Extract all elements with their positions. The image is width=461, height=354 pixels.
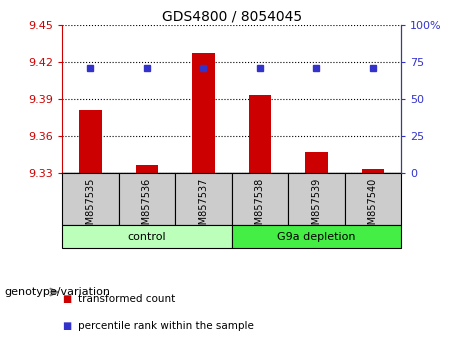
Bar (118, 173, 175, 225)
Bar (361, 169, 384, 173)
Bar (79, 110, 102, 173)
Bar (305, 152, 328, 173)
Bar (136, 165, 158, 173)
Bar (62, 225, 231, 248)
Text: percentile rank within the sample: percentile rank within the sample (78, 321, 254, 331)
Bar (175, 173, 231, 225)
Text: G9a depletion: G9a depletion (277, 232, 355, 242)
Text: GSM857537: GSM857537 (198, 178, 208, 237)
Text: GSM857536: GSM857536 (142, 178, 152, 237)
Bar (231, 225, 401, 248)
Bar (192, 53, 215, 173)
Text: GSM857539: GSM857539 (311, 178, 321, 237)
Bar (288, 173, 344, 225)
Title: GDS4800 / 8054045: GDS4800 / 8054045 (162, 10, 301, 24)
Bar (344, 173, 401, 225)
Bar (231, 173, 288, 225)
Text: transformed count: transformed count (78, 294, 176, 304)
Text: genotype/variation: genotype/variation (5, 287, 111, 297)
Bar (248, 95, 271, 173)
Text: GSM857540: GSM857540 (368, 178, 378, 237)
Text: ■: ■ (62, 294, 71, 304)
Text: ■: ■ (62, 321, 71, 331)
Text: GSM857535: GSM857535 (85, 178, 95, 237)
Text: control: control (128, 232, 166, 242)
Bar (62, 173, 118, 225)
Text: GSM857538: GSM857538 (255, 178, 265, 237)
